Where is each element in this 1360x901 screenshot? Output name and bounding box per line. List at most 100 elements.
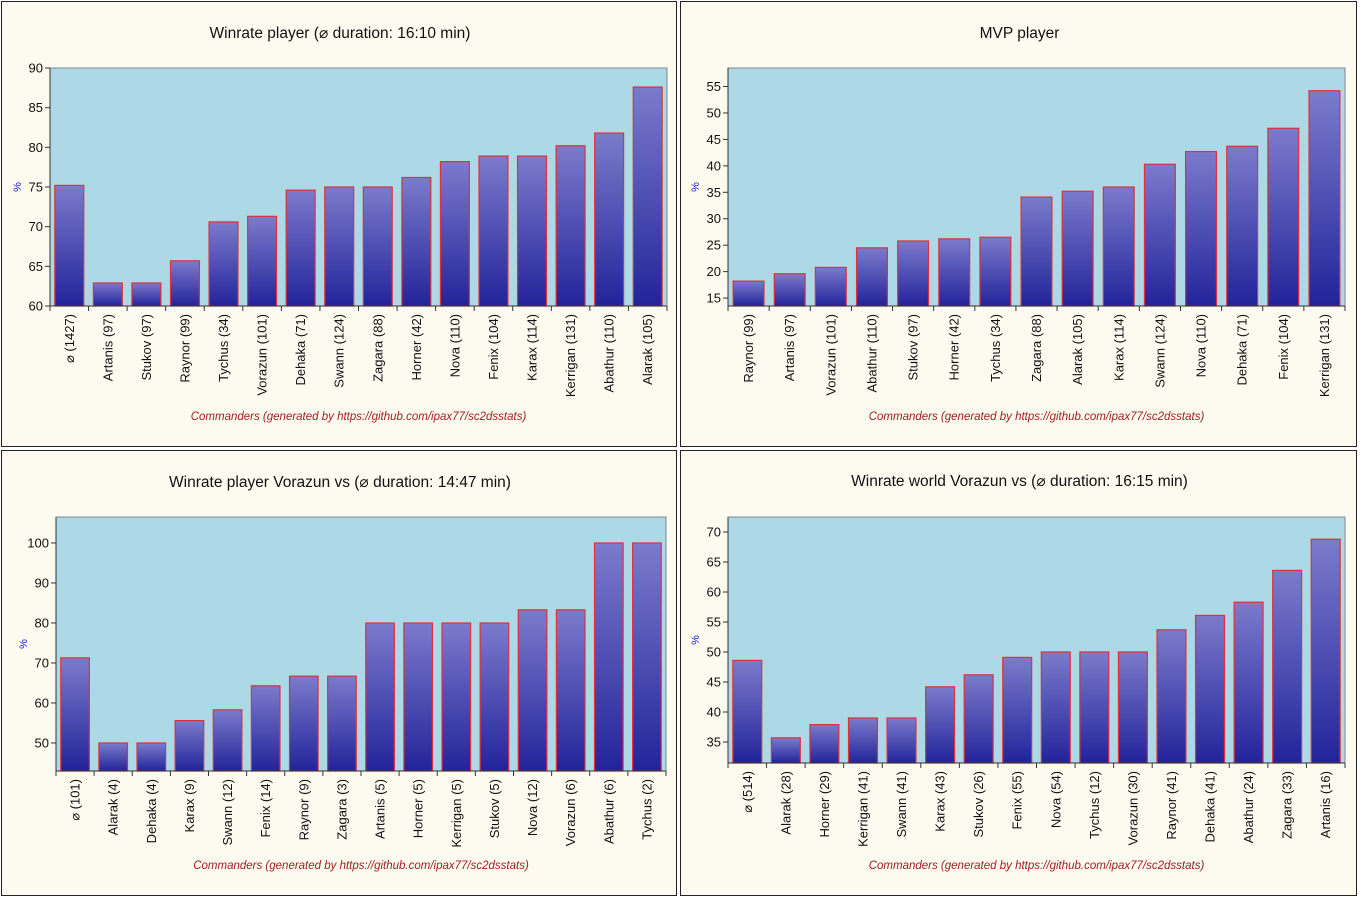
y-tick-label: 55 — [707, 79, 721, 94]
x-tick-label: Tychus (34) — [216, 314, 231, 382]
bar — [1061, 190, 1094, 307]
x-tick-label: Alarak (4) — [106, 779, 121, 835]
y-tick-label: 35 — [707, 735, 721, 750]
y-axis-label: % — [690, 182, 702, 192]
bar — [773, 273, 806, 307]
chart-title: Winrate player Vorazun vs (⌀ duration: 1… — [169, 474, 511, 491]
bar — [60, 657, 90, 772]
bar — [54, 184, 85, 307]
x-tick-label: Alarak (28) — [778, 771, 793, 835]
bar — [555, 145, 586, 307]
x-tick-label: Tychus (34) — [988, 314, 1003, 382]
y-tick-label: 90 — [29, 61, 43, 76]
bar — [809, 724, 840, 764]
y-tick-label: 60 — [35, 696, 49, 711]
y-tick-label: 50 — [707, 105, 721, 120]
x-tick-label: Alarak (105) — [640, 314, 655, 385]
x-tick-label: Raynor (99) — [741, 314, 756, 383]
bar — [938, 238, 971, 307]
bar — [403, 622, 434, 772]
bar — [632, 542, 662, 772]
bar — [92, 282, 123, 307]
bar — [632, 86, 663, 307]
chart-svg: Winrate player Vorazun vs (⌀ duration: 1… — [18, 474, 667, 872]
x-tick-label: Fenix (55) — [1010, 771, 1025, 830]
bar — [288, 675, 319, 772]
x-tick-label: Karax (43) — [933, 771, 948, 832]
bar — [814, 266, 847, 307]
x-tick-label: Stukov (26) — [971, 771, 986, 837]
y-tick-label: 75 — [29, 180, 43, 195]
x-tick-label: Swann (12) — [220, 779, 235, 845]
x-tick-label: Horner (29) — [817, 771, 832, 837]
bar — [250, 685, 281, 772]
x-tick-label: Dehaka (41) — [1203, 771, 1218, 843]
x-tick-label: Kerrigan (41) — [855, 771, 870, 847]
bar — [212, 709, 243, 772]
chart-svg: MVP player 15 20 25 30 35 40 45 50 55% Raynor (99)… — [690, 25, 1346, 423]
bar — [174, 720, 205, 772]
x-tick-label: Dehaka (71) — [293, 314, 308, 386]
y-tick-label: 30 — [707, 211, 721, 226]
y-tick-label: 15 — [707, 291, 721, 306]
bar — [594, 132, 625, 307]
bar — [285, 189, 316, 307]
y-tick-label: 50 — [35, 736, 49, 751]
x-tick-label: Fenix (104) — [1276, 314, 1291, 380]
x-tick-label: Zagara (88) — [370, 314, 385, 382]
x-tick-label: Horner (42) — [409, 314, 424, 380]
chart-panel-winrate-player: Winrate player (⌀ duration: 16:10 min) 60… — [1, 1, 677, 447]
x-tick-label: Abathur (110) — [602, 314, 617, 393]
x-tick-label: Horner (42) — [947, 314, 962, 380]
bar — [1143, 163, 1176, 307]
bar — [1079, 651, 1110, 764]
y-tick-label: 80 — [29, 140, 43, 155]
bar — [98, 742, 129, 772]
bar — [365, 622, 395, 772]
bar — [770, 737, 801, 764]
x-tick-label: Swann (41) — [894, 771, 909, 837]
x-tick-label: Karax (114) — [525, 314, 540, 381]
y-tick-label: 50 — [707, 645, 721, 660]
y-axis-label: % — [18, 639, 30, 649]
y-tick-label: 100 — [27, 536, 49, 551]
y-tick-label: 20 — [707, 264, 721, 279]
chart-panel-winrate-vorazun-player: Winrate player Vorazun vs (⌀ duration: 1… — [1, 450, 677, 896]
y-tick-label: 25 — [707, 238, 721, 253]
x-tick-label: Artanis (16) — [1318, 771, 1333, 838]
x-tick-label: Nova (12) — [525, 779, 540, 836]
bar — [1156, 629, 1187, 764]
x-tick-label: Nova (110) — [1194, 314, 1209, 377]
bar — [169, 260, 201, 307]
y-axis-label: % — [690, 635, 702, 645]
x-tick-label: Karax (9) — [182, 779, 197, 832]
x-tick-label: Tychus (2) — [639, 779, 654, 840]
x-axis-label: Commanders (generated by https://github.… — [191, 411, 527, 423]
y-tick-label: 35 — [707, 185, 721, 200]
chart-title: MVP player — [980, 25, 1060, 42]
x-axis-label: Commanders (generated by https://github.… — [193, 860, 529, 872]
x-tick-label: Fenix (14) — [258, 779, 273, 838]
bar — [1020, 196, 1053, 307]
x-tick-label: ⌀ (1427) — [62, 314, 77, 363]
bar — [517, 609, 548, 772]
y-tick-label: 90 — [35, 576, 49, 591]
x-tick-label: Raynor (41) — [1164, 771, 1179, 840]
y-tick-label: 70 — [35, 656, 49, 671]
bar — [732, 280, 765, 307]
x-tick-label: Vorazun (101) — [255, 314, 270, 396]
y-tick-label: 85 — [29, 100, 43, 115]
bar — [479, 622, 510, 772]
bar — [1233, 601, 1264, 764]
x-tick-label: Stukov (97) — [906, 314, 921, 380]
x-tick-label: Vorazun (101) — [823, 314, 838, 396]
bar — [1267, 127, 1300, 307]
x-tick-label: Zagara (3) — [334, 779, 349, 840]
x-tick-label: Dehaka (71) — [1235, 314, 1250, 386]
y-tick-label: 40 — [707, 705, 721, 720]
chart-svg: Winrate player (⌀ duration: 16:10 min) 60… — [12, 25, 668, 423]
bar — [1272, 569, 1303, 764]
chart-title: Winrate world Vorazun vs (⌀ duration: 16… — [851, 473, 1188, 490]
chart-svg: Winrate world Vorazun vs (⌀ duration: 16… — [690, 473, 1346, 872]
x-axis-label: Commanders (generated by https://github.… — [869, 411, 1205, 423]
